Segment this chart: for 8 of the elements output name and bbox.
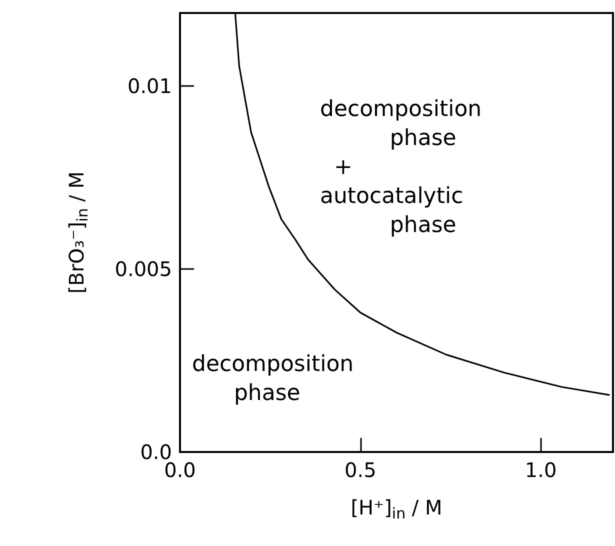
y-tick-label: 0.01 [127, 74, 172, 98]
x-tick-label: 1.0 [524, 458, 557, 482]
y-axis-title: [BrO₃⁻]in / M [64, 171, 92, 294]
x-tick-label: 0.0 [164, 458, 196, 482]
x-tick-label: 0.5 [344, 458, 376, 482]
text: decomposition phase + autocatalytic phase [320, 97, 482, 238]
annotation: decomposition phase [192, 352, 354, 406]
y-tick-label: 0.005 [114, 257, 172, 282]
